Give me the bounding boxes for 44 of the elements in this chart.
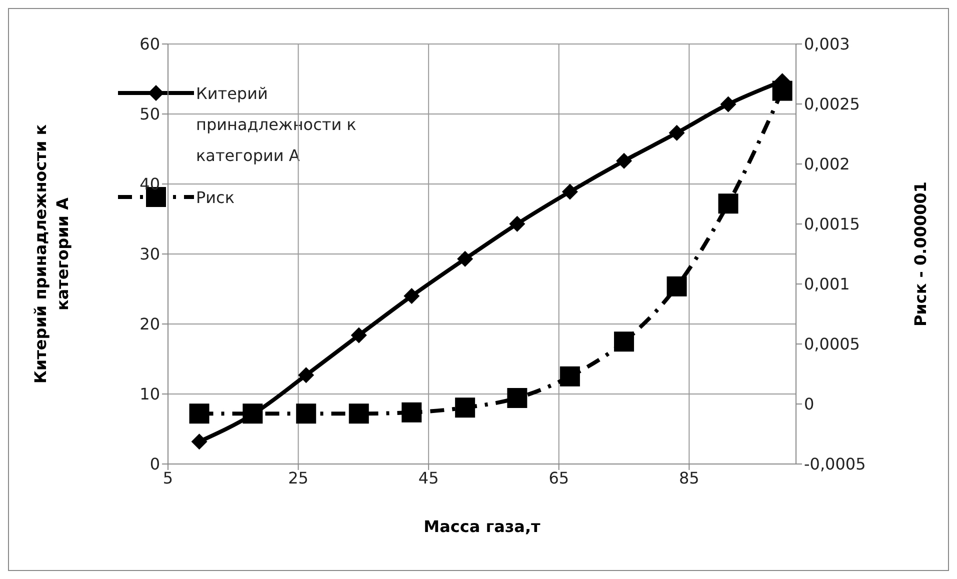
point [666, 276, 687, 296]
point [509, 216, 526, 232]
y2-tick-label: -0,0005 [804, 454, 866, 474]
point [189, 404, 210, 424]
point [718, 194, 738, 214]
y2-tick-label: 0,001 [804, 274, 850, 294]
y-tick-label: 30 [140, 244, 160, 264]
point [507, 388, 528, 408]
y-axis-title: Китерий принадлежности к категории А [31, 124, 72, 384]
legend-label: Риск [196, 187, 236, 209]
point [668, 124, 685, 141]
x-tick-label: 85 [678, 468, 700, 488]
y-tick-label: 10 [140, 384, 160, 404]
point [616, 152, 632, 169]
y-tick-label: 50 [140, 104, 160, 124]
x-tick-label: 5 [162, 468, 174, 488]
y-tick-label: 60 [140, 34, 160, 54]
x-tick-label: 65 [548, 468, 570, 488]
x-tick-label: 45 [418, 468, 439, 488]
y2-tick-label: 0,003 [804, 34, 850, 54]
point [348, 404, 369, 424]
x-tick-label: 25 [288, 468, 308, 488]
point [457, 250, 474, 267]
point [404, 288, 420, 304]
y2-tick-label: 0,0025 [804, 94, 860, 114]
y2-tick-label: 0,0005 [804, 334, 860, 354]
point [562, 184, 578, 200]
legend-label: Китерий принадлежности к категории А [196, 83, 358, 167]
y-tick-label: 20 [140, 314, 160, 334]
y2-tick-label: 0,002 [804, 154, 850, 174]
point [402, 402, 422, 422]
y2-tick-label: 0,0015 [804, 214, 860, 234]
y2-axis-title: Риск - 0.000001 [911, 181, 930, 327]
point [350, 327, 367, 344]
point [560, 366, 580, 386]
point [455, 398, 476, 418]
x-axis-title: Масса газа,т [424, 517, 542, 536]
point [614, 332, 634, 352]
point [720, 96, 736, 112]
y2-tick-label: 0 [804, 394, 814, 414]
y-tick-label: 0 [150, 454, 160, 474]
point [191, 434, 208, 450]
point [296, 404, 316, 424]
point [298, 367, 314, 384]
